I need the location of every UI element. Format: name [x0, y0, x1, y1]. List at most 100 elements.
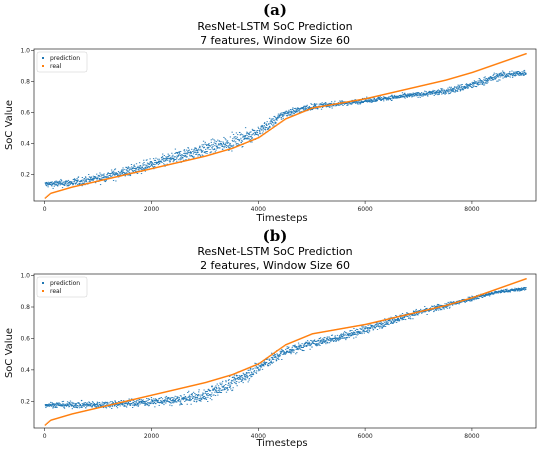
prediction-point [498, 76, 499, 77]
prediction-point [355, 103, 356, 104]
prediction-point [283, 115, 284, 116]
prediction-point [141, 173, 142, 174]
prediction-point [152, 162, 153, 163]
y-tick-label: 1.0 [20, 48, 30, 55]
prediction-point [95, 182, 96, 183]
prediction-point [151, 165, 152, 166]
prediction-point [218, 390, 219, 391]
prediction-point [266, 359, 267, 360]
prediction-point [162, 398, 163, 399]
prediction-point [386, 321, 387, 322]
prediction-point [133, 168, 134, 169]
prediction-point [85, 404, 86, 405]
prediction-point [508, 76, 509, 77]
prediction-point [267, 364, 268, 365]
prediction-point [449, 93, 450, 94]
prediction-point [420, 97, 421, 98]
prediction-point [245, 136, 246, 137]
prediction-point [212, 386, 213, 387]
x-tick-label: 2000 [144, 206, 159, 213]
prediction-point [225, 138, 226, 139]
prediction-point [184, 149, 185, 150]
prediction-point [260, 369, 261, 370]
prediction-point [254, 130, 255, 131]
prediction-point [225, 139, 226, 140]
prediction-point [120, 174, 121, 175]
prediction-point [367, 100, 368, 101]
prediction-point [285, 349, 286, 350]
prediction-point [303, 347, 304, 348]
prediction-point [253, 133, 254, 134]
prediction-point [64, 408, 65, 409]
prediction-point [290, 114, 291, 115]
prediction-point [218, 385, 219, 386]
prediction-point [459, 87, 460, 88]
prediction-point [79, 407, 80, 408]
prediction-point [190, 153, 191, 154]
prediction-point [196, 154, 197, 155]
prediction-point [432, 93, 433, 94]
prediction-point [306, 346, 307, 347]
prediction-point [265, 364, 266, 365]
prediction-point [65, 182, 66, 183]
prediction-point [101, 404, 102, 405]
prediction-point [380, 98, 381, 99]
prediction-point [241, 134, 242, 135]
prediction-point [202, 395, 203, 396]
prediction-point [433, 311, 434, 312]
prediction-point [464, 301, 465, 302]
prediction-point [444, 94, 445, 95]
prediction-point [218, 143, 219, 144]
prediction-point [207, 393, 208, 394]
prediction-point [235, 141, 236, 142]
prediction-point [97, 177, 98, 178]
prediction-point [447, 306, 448, 307]
prediction-point [276, 353, 277, 354]
prediction-point [327, 337, 328, 338]
prediction-point [225, 144, 226, 145]
prediction-point [427, 93, 428, 94]
prediction-point [140, 165, 141, 166]
prediction-point [152, 401, 153, 402]
prediction-point [231, 380, 232, 381]
prediction-point [375, 328, 376, 329]
prediction-point [255, 132, 256, 133]
prediction-point [389, 320, 390, 321]
prediction-point [295, 108, 296, 109]
prediction-point [242, 146, 243, 147]
prediction-point [361, 329, 362, 330]
prediction-point [262, 125, 263, 126]
prediction-point [245, 135, 246, 136]
prediction-point [411, 96, 412, 97]
prediction-point [51, 405, 52, 406]
prediction-point [503, 291, 504, 292]
prediction-point [355, 330, 356, 331]
prediction-point [122, 167, 123, 168]
x-tick-label: 0 [43, 206, 47, 213]
prediction-point [482, 84, 483, 85]
prediction-point [368, 329, 369, 330]
prediction-point [324, 337, 325, 338]
prediction-point [226, 147, 227, 148]
prediction-point [283, 353, 284, 354]
prediction-point [232, 390, 233, 391]
prediction-point [127, 168, 128, 169]
prediction-point [249, 133, 250, 134]
prediction-point [147, 404, 148, 405]
prediction-point [367, 329, 368, 330]
prediction-point [375, 324, 376, 325]
prediction-point [45, 184, 46, 185]
prediction-point [499, 74, 500, 75]
prediction-point [92, 401, 93, 402]
prediction-point [293, 110, 294, 111]
prediction-point [230, 143, 231, 144]
prediction-point [283, 350, 284, 351]
prediction-point [197, 152, 198, 153]
prediction-point [199, 398, 200, 399]
prediction-point [146, 398, 147, 399]
prediction-point [195, 397, 196, 398]
prediction-point [57, 185, 58, 186]
prediction-point [479, 84, 480, 85]
prediction-point [201, 150, 202, 151]
prediction-point [371, 327, 372, 328]
